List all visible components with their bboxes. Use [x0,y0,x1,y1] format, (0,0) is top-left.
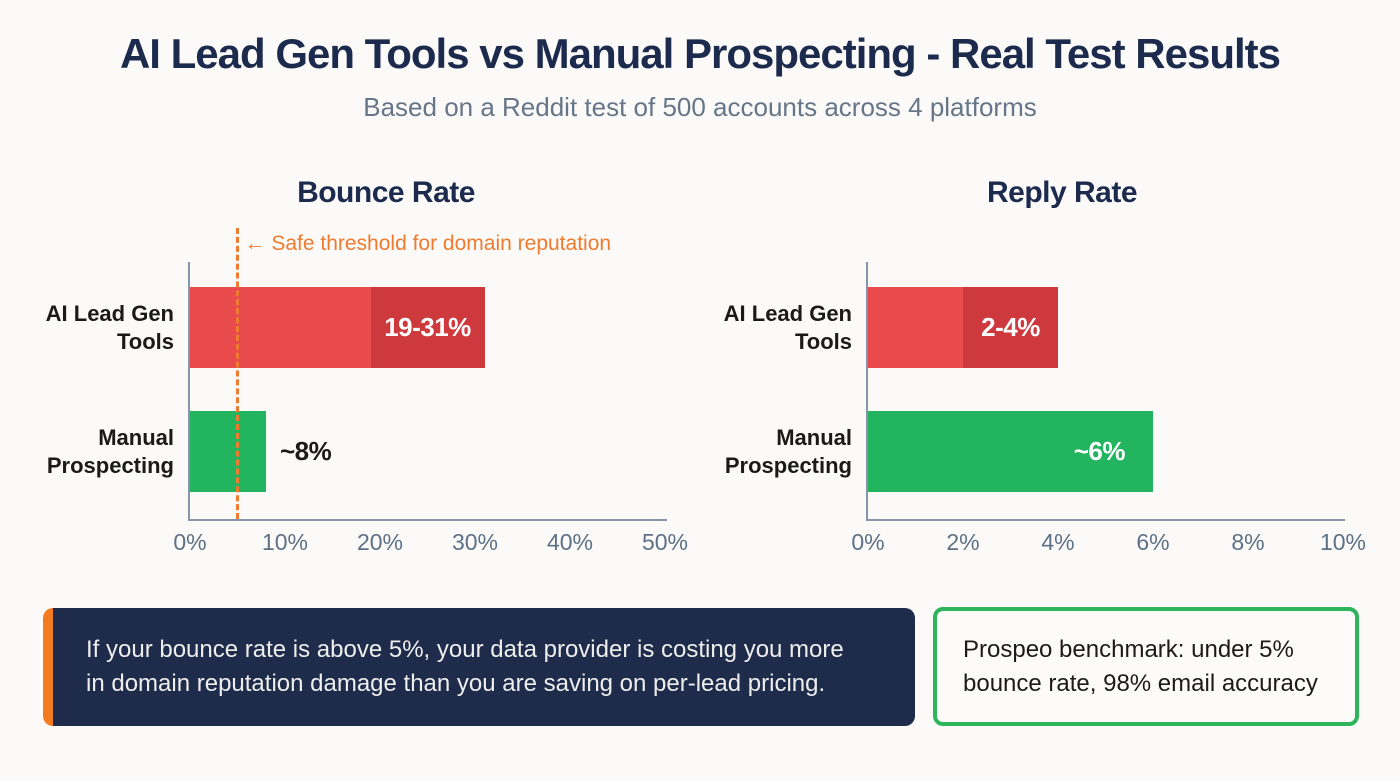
category-label-line: Prospecting [724,452,852,478]
chart-title: Reply Rate [986,176,1138,209]
warning-text-line-2: in domain reputation damage than you are… [86,670,826,697]
x-tick-label: 0% [851,529,885,555]
x-tick-label: 2% [946,529,980,555]
x-tick-label: 0% [173,529,207,555]
bar [868,287,1058,368]
bar-value-label: 2-4% [981,312,1040,342]
y-axis [866,262,868,519]
bar [868,411,1153,492]
x-axis [188,519,667,521]
category-label-line: AI Lead Gen [45,300,174,326]
threshold-annotation: ← Safe threshold for domain reputation [244,232,612,255]
bar-high-segment [963,287,1058,368]
threshold-line [236,228,239,519]
category-label: Manual Prospecting [0,411,174,492]
x-tick-label: 30% [451,529,499,555]
category-label: AI Lead Gen Tools [652,287,852,368]
bar-value-label: ~8% [280,436,332,466]
bar [190,411,266,492]
category-label: AI Lead Gen Tools [0,287,174,368]
benchmark-text-line-1: Prospeo benchmark: under 5% [963,635,1294,663]
x-tick-label: 4% [1041,529,1075,555]
warning-callout: If your bounce rate is above 5%, your da… [43,608,915,726]
x-tick-label: 40% [546,529,594,555]
benchmark-callout: Prospeo benchmark: under 5% bounce rate,… [933,607,1359,726]
category-label-line: Manual [98,424,174,450]
category-label: Manual Prospecting [652,411,852,492]
category-label-line: AI Lead Gen [723,300,852,326]
x-tick-label: 50% [641,529,689,555]
category-label-line: Tools [116,328,174,354]
x-axis [866,519,1345,521]
page-title: AI Lead Gen Tools vs Manual Prospecting … [119,30,1281,77]
bar-value-label: ~6% [1073,436,1126,466]
category-label-line: Prospecting [46,452,174,478]
benchmark-text-line-2: bounce rate, 98% email accuracy [963,669,1318,697]
page-subtitle: Based on a Reddit test of 500 accounts a… [363,92,1037,122]
x-tick-label: 10% [1319,529,1367,555]
chart-title: Bounce Rate [297,176,475,209]
x-tick-label: 10% [261,529,309,555]
y-axis [188,262,190,519]
x-tick-label: 6% [1136,529,1170,555]
x-tick-label: 20% [356,529,404,555]
bar-high-segment [370,287,485,368]
category-label-line: Tools [794,328,852,354]
category-label-line: Manual [776,424,852,450]
bar [190,287,485,368]
bar-value-label: 19-31% [384,312,471,342]
x-tick-label: 8% [1231,529,1265,555]
warning-text-line-1: If your bounce rate is above 5%, your da… [86,636,844,663]
